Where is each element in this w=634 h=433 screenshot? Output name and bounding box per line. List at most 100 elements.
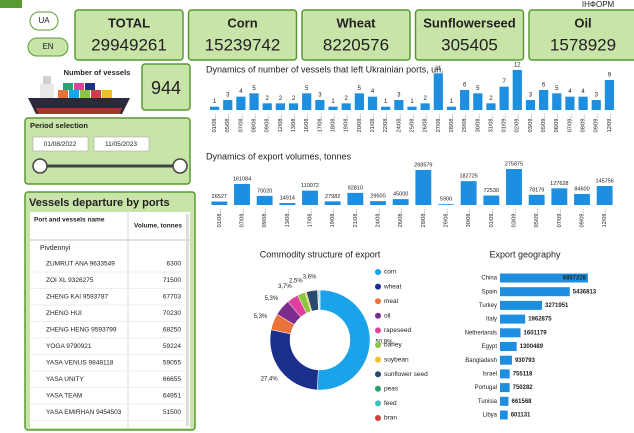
legend-swatch (375, 283, 381, 290)
data-label: 5 (476, 86, 480, 92)
legend-swatch (375, 356, 381, 363)
vessel-name: ZUMRUT ANA 9633549 (46, 261, 115, 268)
data-label: 3 (529, 93, 533, 99)
slider-handle[interactable] (32, 158, 48, 174)
column-header: Volume, tonnes (134, 223, 182, 230)
legend-swatch (375, 371, 381, 378)
data-label: 182725 (459, 174, 477, 180)
y-tick-label: Portugal (475, 385, 497, 391)
period-start: 01/08/2022 (44, 141, 77, 148)
data-label: 26527 (212, 194, 227, 200)
chart-title: Commodity structure of export (260, 249, 381, 259)
language-button[interactable] (29, 11, 59, 31)
port-group: Pivdennyi (40, 245, 71, 252)
x-tick-label: 18/08... (330, 114, 336, 133)
bar (500, 396, 509, 406)
kpi-box (414, 9, 525, 61)
x-tick-label: 29/08... (462, 114, 468, 133)
data-label: 2 (489, 96, 493, 102)
bar (236, 96, 246, 110)
bar (460, 90, 470, 110)
legend-label: soybean (384, 356, 409, 363)
x-tick-label: 31/08... (488, 114, 494, 133)
legend-label: sunflower seed (384, 371, 428, 378)
kpi-value: 8220576 (323, 35, 389, 54)
x-tick-label: 12/09... (607, 114, 613, 133)
x-tick-label: 17/08... (317, 114, 323, 133)
data-label: 661568 (511, 399, 532, 405)
bar (512, 70, 522, 110)
kpi-box (74, 9, 184, 61)
legend-swatch (375, 269, 381, 275)
vessel-name: YASA UNITY (46, 376, 84, 383)
bar (446, 106, 457, 110)
data-label: 3 (226, 93, 230, 99)
bar (574, 193, 590, 205)
y-tick-label: Turkey (479, 303, 497, 309)
kpi-value: 1578929 (550, 35, 616, 54)
legend-swatch (375, 298, 381, 305)
date-input[interactable] (32, 136, 89, 152)
data-label: 2 (279, 96, 283, 102)
bar (528, 194, 545, 205)
x-tick-label: 09/09... (594, 114, 600, 133)
bar (525, 100, 536, 110)
slice-label: 2,5% (289, 278, 303, 284)
x-tick-label: 24/08... (375, 209, 381, 228)
kpi-box (528, 9, 634, 61)
bar (234, 183, 250, 205)
date-input[interactable] (93, 136, 150, 152)
vessel-volume: 67703 (163, 294, 181, 301)
bar (551, 188, 568, 205)
x-tick-label: 27/08... (436, 114, 442, 133)
legend-swatch (375, 327, 381, 334)
y-tick-label: Spain (482, 289, 497, 295)
data-label: 601131 (511, 413, 531, 419)
bar (483, 195, 500, 205)
data-label: 5900 (440, 197, 452, 203)
data-label: 6 (463, 83, 467, 89)
data-label: 3 (397, 93, 401, 99)
bar (539, 90, 549, 110)
data-label: 275875 (505, 161, 523, 167)
language-button[interactable] (27, 37, 69, 57)
slider-handle[interactable] (172, 158, 188, 174)
data-label: 45000 (393, 192, 408, 198)
x-tick-label: 20/08... (357, 114, 363, 133)
vessel-volume: 64951 (163, 393, 181, 400)
vessel-volume: 66655 (163, 376, 181, 383)
bar (565, 96, 575, 110)
legend-label: corn (384, 269, 397, 276)
language-label: UA (38, 16, 50, 25)
x-tick-label: 21/08... (353, 209, 359, 228)
bar (275, 103, 285, 110)
vessel-volume: 51500 (163, 409, 181, 416)
y-tick-label: Egypt (482, 344, 498, 350)
vessel-name: YOGA 9790921 (46, 343, 92, 350)
x-tick-label: 30/08... (466, 209, 472, 228)
kpi-box (301, 9, 411, 61)
data-label: 1 (331, 99, 335, 105)
chart-title: Export geography (489, 249, 561, 259)
kpi-label: Wheat (337, 15, 377, 30)
data-label: 110072 (301, 183, 319, 189)
scrollbar[interactable] (186, 214, 189, 426)
bar (328, 106, 338, 110)
x-tick-label: 30/08... (475, 114, 481, 133)
x-tick-label: 09/08... (265, 114, 271, 133)
x-tick-label: 16/08... (304, 114, 310, 133)
legend-label: peas (384, 386, 399, 393)
x-tick-label: 05/09... (534, 209, 540, 228)
x-tick-label: 12/09... (602, 209, 608, 228)
bar (394, 100, 404, 110)
bar (279, 203, 296, 205)
bar (486, 103, 496, 110)
data-label: 930793 (515, 358, 536, 364)
x-tick-label: 07/09... (567, 114, 573, 133)
data-label: 1300489 (520, 344, 544, 350)
bar (302, 93, 312, 110)
x-tick-label: 01/09... (489, 209, 495, 228)
legend-swatch (375, 415, 381, 421)
bar (223, 100, 233, 110)
data-label: 72530 (484, 188, 499, 194)
